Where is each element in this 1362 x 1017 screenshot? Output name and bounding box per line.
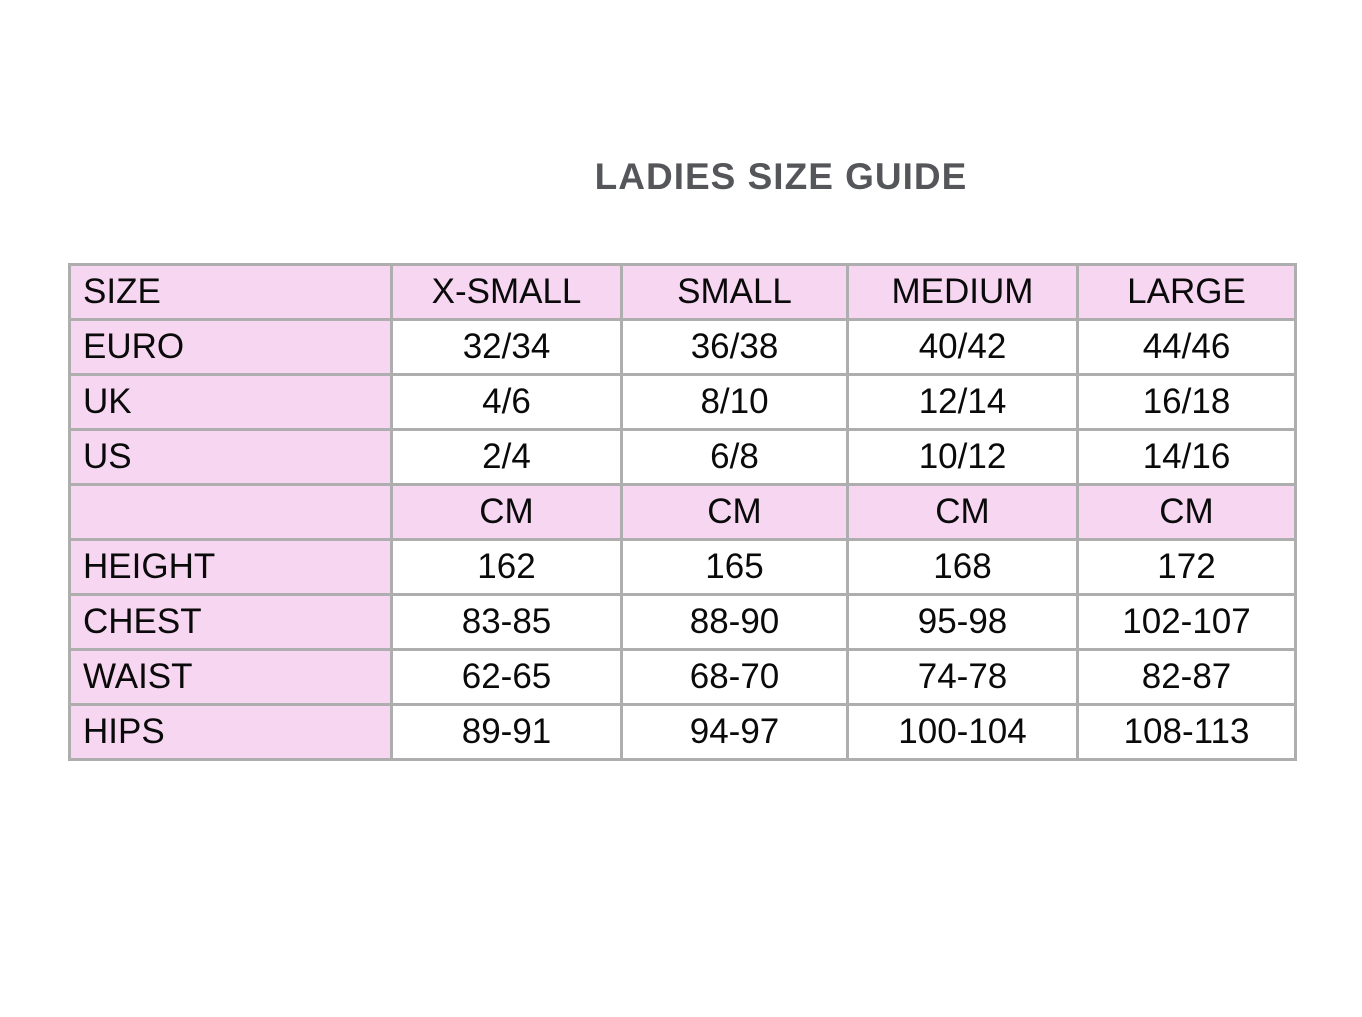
cell-value: 4/6: [390, 373, 623, 431]
row-label: [68, 483, 393, 541]
column-header-size: SIZE: [68, 263, 393, 321]
table-row-hips: HIPS 89-91 94-97 100-104 108-113: [68, 703, 1297, 761]
column-header-large: LARGE: [1076, 263, 1297, 321]
table-header-row: SIZE X-SMALL SMALL MEDIUM LARGE: [68, 263, 1297, 321]
table-body: EURO 32/34 36/38 40/42 44/46 UK 4/6 8/10 12/14 16…: [68, 318, 1297, 761]
cell-value: 10/12: [846, 428, 1079, 486]
size-guide-table: SIZE X-SMALL SMALL MEDIUM LARGE EURO 32/34 36/…: [68, 263, 1297, 761]
page-title: LADIES SIZE GUIDE: [594, 156, 968, 197]
table-row-chest: CHEST 83-85 88-90 95-98 102-107: [68, 593, 1297, 651]
cell-value: 82-87: [1076, 648, 1297, 706]
cell-value: 16/18: [1076, 373, 1297, 431]
cell-value: 162: [390, 538, 623, 596]
cell-value: 168: [846, 538, 1079, 596]
column-header-small: SMALL: [620, 263, 849, 321]
cell-value: 172: [1076, 538, 1297, 596]
cell-value: 2/4: [390, 428, 623, 486]
cell-value: 95-98: [846, 593, 1079, 651]
cell-value: 62-65: [390, 648, 623, 706]
row-label: UK: [68, 373, 393, 431]
table-row-units: CM CM CM CM: [68, 483, 1297, 541]
cell-value: 44/46: [1076, 318, 1297, 376]
table-row-height: HEIGHT 162 165 168 172: [68, 538, 1297, 596]
cell-value: 6/8: [620, 428, 849, 486]
column-header-x-small: X-SMALL: [390, 263, 623, 321]
cell-value: 88-90: [620, 593, 849, 651]
cell-value: 68-70: [620, 648, 849, 706]
cell-value: 12/14: [846, 373, 1079, 431]
row-label: CHEST: [68, 593, 393, 651]
cell-value: 14/16: [1076, 428, 1297, 486]
cell-value: 100-104: [846, 703, 1079, 761]
row-label: HEIGHT: [68, 538, 393, 596]
cell-value: 32/34: [390, 318, 623, 376]
cell-value: 165: [620, 538, 849, 596]
table-row-waist: WAIST 62-65 68-70 74-78 82-87: [68, 648, 1297, 706]
cell-value: 102-107: [1076, 593, 1297, 651]
cell-value: 89-91: [390, 703, 623, 761]
cell-value: 74-78: [846, 648, 1079, 706]
cell-value: 108-113: [1076, 703, 1297, 761]
cell-value: CM: [846, 483, 1079, 541]
cell-value: CM: [1076, 483, 1297, 541]
cell-value: 83-85: [390, 593, 623, 651]
table-row-us: US 2/4 6/8 10/12 14/16: [68, 428, 1297, 486]
row-label: EURO: [68, 318, 393, 376]
cell-value: 8/10: [620, 373, 849, 431]
row-label: HIPS: [68, 703, 393, 761]
row-label: US: [68, 428, 393, 486]
cell-value: CM: [620, 483, 849, 541]
row-label: WAIST: [68, 648, 393, 706]
cell-value: 40/42: [846, 318, 1079, 376]
cell-value: CM: [390, 483, 623, 541]
table-row-euro: EURO 32/34 36/38 40/42 44/46: [68, 318, 1297, 376]
column-header-medium: MEDIUM: [846, 263, 1079, 321]
cell-value: 36/38: [620, 318, 849, 376]
cell-value: 94-97: [620, 703, 849, 761]
table-row-uk: UK 4/6 8/10 12/14 16/18: [68, 373, 1297, 431]
